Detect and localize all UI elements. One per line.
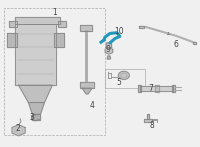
Polygon shape [15,24,56,85]
Text: 6: 6 [173,40,178,49]
Bar [4,8,105,135]
Polygon shape [193,42,196,44]
Text: 9: 9 [106,45,110,54]
Polygon shape [82,88,92,94]
Bar [105,69,145,88]
Polygon shape [58,21,66,27]
Polygon shape [7,33,17,47]
Text: 10: 10 [115,27,124,36]
Text: 8: 8 [149,121,154,130]
Polygon shape [140,86,173,91]
Polygon shape [139,26,144,28]
Polygon shape [19,85,52,103]
Polygon shape [155,85,159,92]
Text: 7: 7 [148,84,153,93]
Polygon shape [9,21,17,27]
Polygon shape [105,48,113,54]
Polygon shape [32,114,40,120]
Polygon shape [107,56,111,59]
Polygon shape [15,17,60,24]
Circle shape [118,71,129,80]
Polygon shape [144,119,152,122]
Polygon shape [12,125,25,136]
Polygon shape [29,103,44,114]
Polygon shape [54,33,64,47]
Polygon shape [106,43,112,48]
Polygon shape [80,25,92,31]
Text: 2: 2 [15,124,20,133]
Polygon shape [147,114,149,119]
Text: 3: 3 [29,113,34,122]
Text: 4: 4 [90,101,94,110]
Text: 1: 1 [52,8,57,17]
Text: 5: 5 [116,78,121,87]
Polygon shape [172,85,175,92]
Polygon shape [80,82,94,88]
Polygon shape [138,85,141,92]
